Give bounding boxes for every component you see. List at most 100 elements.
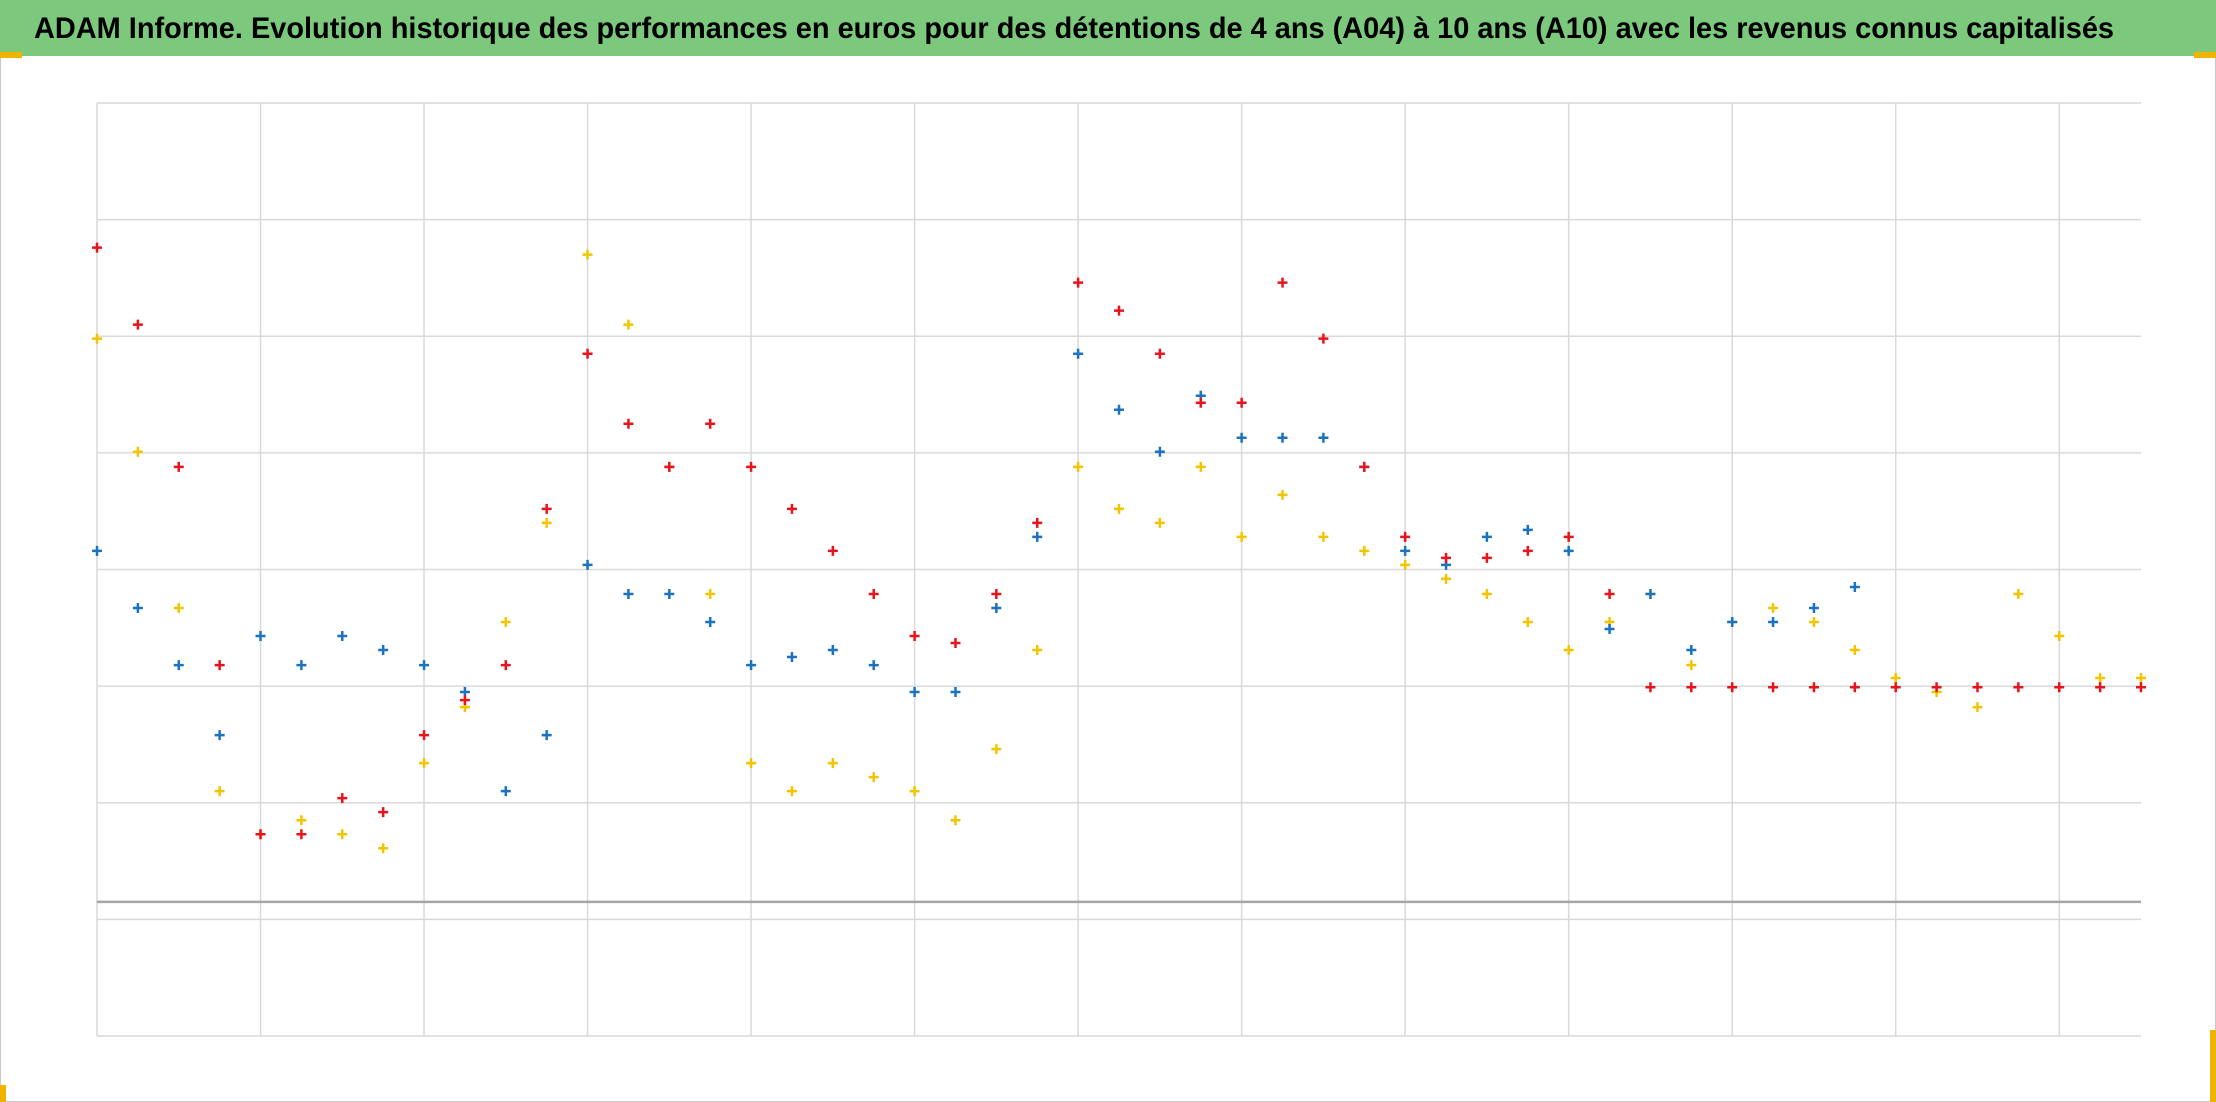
point xyxy=(623,588,634,599)
point xyxy=(214,730,225,741)
point xyxy=(705,588,716,599)
point xyxy=(1400,531,1411,542)
point xyxy=(623,319,634,330)
point xyxy=(1441,573,1452,584)
point xyxy=(786,503,797,514)
point xyxy=(1400,559,1411,570)
point xyxy=(746,660,757,671)
point xyxy=(909,686,920,697)
point xyxy=(1604,623,1615,634)
point xyxy=(132,446,143,457)
point xyxy=(664,461,675,472)
point xyxy=(1073,277,1084,288)
point xyxy=(132,602,143,613)
point xyxy=(459,695,470,706)
point xyxy=(419,660,430,671)
point xyxy=(296,660,307,671)
point xyxy=(296,815,307,826)
point xyxy=(378,807,389,818)
point xyxy=(1808,602,1819,613)
point xyxy=(541,517,552,528)
point xyxy=(1972,702,1983,713)
point xyxy=(1154,348,1165,359)
point xyxy=(827,758,838,769)
point xyxy=(991,588,1002,599)
point xyxy=(1073,461,1084,472)
point xyxy=(1686,682,1697,693)
point xyxy=(1032,517,1043,528)
point xyxy=(1277,489,1288,500)
point xyxy=(1522,616,1533,627)
point xyxy=(378,843,389,854)
point xyxy=(1481,552,1492,563)
point xyxy=(1727,616,1738,627)
point xyxy=(1808,682,1819,693)
corner-mark xyxy=(2194,52,2216,58)
point xyxy=(827,545,838,556)
point xyxy=(1849,581,1860,592)
point xyxy=(337,630,348,641)
point xyxy=(255,829,266,840)
point xyxy=(173,461,184,472)
point xyxy=(1114,503,1124,514)
point xyxy=(337,829,348,840)
point xyxy=(500,616,511,627)
point xyxy=(419,758,430,769)
point xyxy=(1114,305,1124,316)
point xyxy=(950,686,961,697)
corner-mark xyxy=(2210,1030,2216,1102)
point xyxy=(909,630,920,641)
point xyxy=(500,786,511,797)
point xyxy=(1727,682,1738,693)
point xyxy=(705,418,716,429)
point xyxy=(2013,682,2024,693)
point xyxy=(950,815,961,826)
plot-marks xyxy=(92,242,2146,854)
point xyxy=(378,644,389,655)
point xyxy=(214,786,225,797)
point xyxy=(909,786,920,797)
point xyxy=(705,616,716,627)
grid xyxy=(96,102,2141,1037)
point xyxy=(868,660,879,671)
corner-mark xyxy=(0,1085,6,1102)
point xyxy=(2136,682,2146,693)
point xyxy=(1032,644,1043,655)
point xyxy=(1890,682,1901,693)
point xyxy=(1073,348,1084,359)
point xyxy=(419,730,430,741)
point xyxy=(950,637,961,648)
point xyxy=(132,319,143,330)
point xyxy=(1849,644,1860,655)
point xyxy=(92,545,102,556)
point xyxy=(1645,682,1656,693)
point xyxy=(746,758,757,769)
point xyxy=(1441,552,1452,563)
point xyxy=(786,786,797,797)
point xyxy=(1195,461,1206,472)
point xyxy=(2054,630,2065,641)
point xyxy=(664,588,675,599)
point xyxy=(1481,588,1492,599)
point xyxy=(1522,545,1533,556)
point xyxy=(173,660,184,671)
point xyxy=(2013,588,2024,599)
point xyxy=(173,602,184,613)
point xyxy=(1563,644,1574,655)
point xyxy=(582,249,593,260)
point xyxy=(1359,545,1370,556)
point xyxy=(1400,545,1411,556)
point xyxy=(1277,277,1288,288)
chart-title: ADAM Informe. Evolution historique des p… xyxy=(34,12,2114,45)
point xyxy=(1931,682,1942,693)
point xyxy=(92,242,102,253)
point xyxy=(1236,432,1247,443)
point xyxy=(1154,446,1165,457)
corner-mark xyxy=(0,52,22,58)
point xyxy=(541,503,552,514)
point xyxy=(1318,333,1329,344)
point xyxy=(92,333,102,344)
